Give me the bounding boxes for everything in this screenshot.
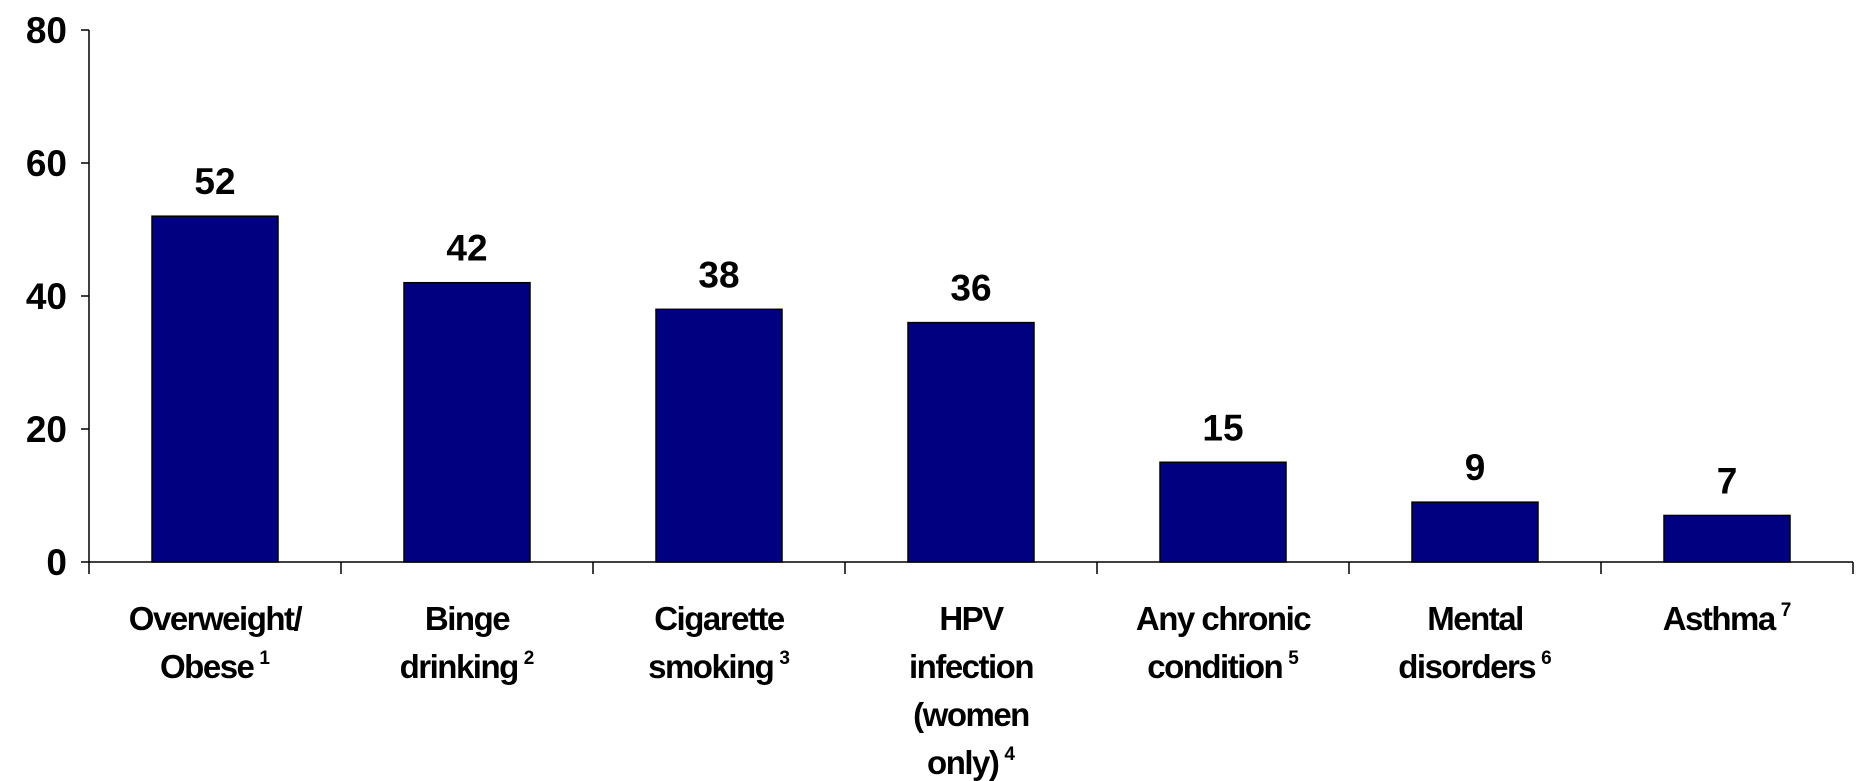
value-label: 38 [698, 254, 739, 295]
y-tick-label: 20 [26, 409, 67, 450]
y-tick-label: 60 [26, 143, 67, 184]
bar [151, 215, 279, 563]
footnote: 1 [259, 648, 270, 669]
value-label: 7 [1717, 460, 1738, 501]
footnote: 7 [1781, 600, 1792, 621]
x-tick-label: Cigarette smoking 3 [648, 600, 790, 685]
x-tick-label: Overweight/Obese 1 [129, 600, 303, 685]
value-label: 52 [194, 161, 235, 202]
bar [1411, 501, 1539, 563]
value-label: 42 [446, 228, 487, 269]
y-tick-label: 0 [46, 542, 67, 583]
bar [1663, 514, 1791, 563]
y-tick-label: 40 [26, 276, 67, 317]
x-tick-label: HPV infection (women only) 4 [909, 600, 1033, 781]
x-tick-label: Mental disorders 6 [1398, 600, 1551, 685]
x-tick-label: Asthma 7 [1663, 600, 1792, 637]
footnote: 5 [1288, 648, 1299, 669]
x-tick-label: Binge drinking 2 [400, 600, 535, 685]
bar [907, 321, 1035, 563]
value-label: 36 [950, 268, 991, 309]
footnote: 2 [524, 648, 535, 669]
footnote: 3 [779, 648, 790, 669]
bar [655, 308, 783, 563]
y-tick-label: 80 [26, 10, 67, 51]
footnote: 4 [1004, 744, 1015, 765]
x-tick-label: Any chronic condition 5 [1136, 600, 1311, 685]
value-label: 15 [1202, 407, 1243, 448]
footnote: 6 [1541, 648, 1552, 669]
value-label: 9 [1465, 447, 1486, 488]
bar [403, 281, 531, 563]
bar [1159, 461, 1287, 563]
